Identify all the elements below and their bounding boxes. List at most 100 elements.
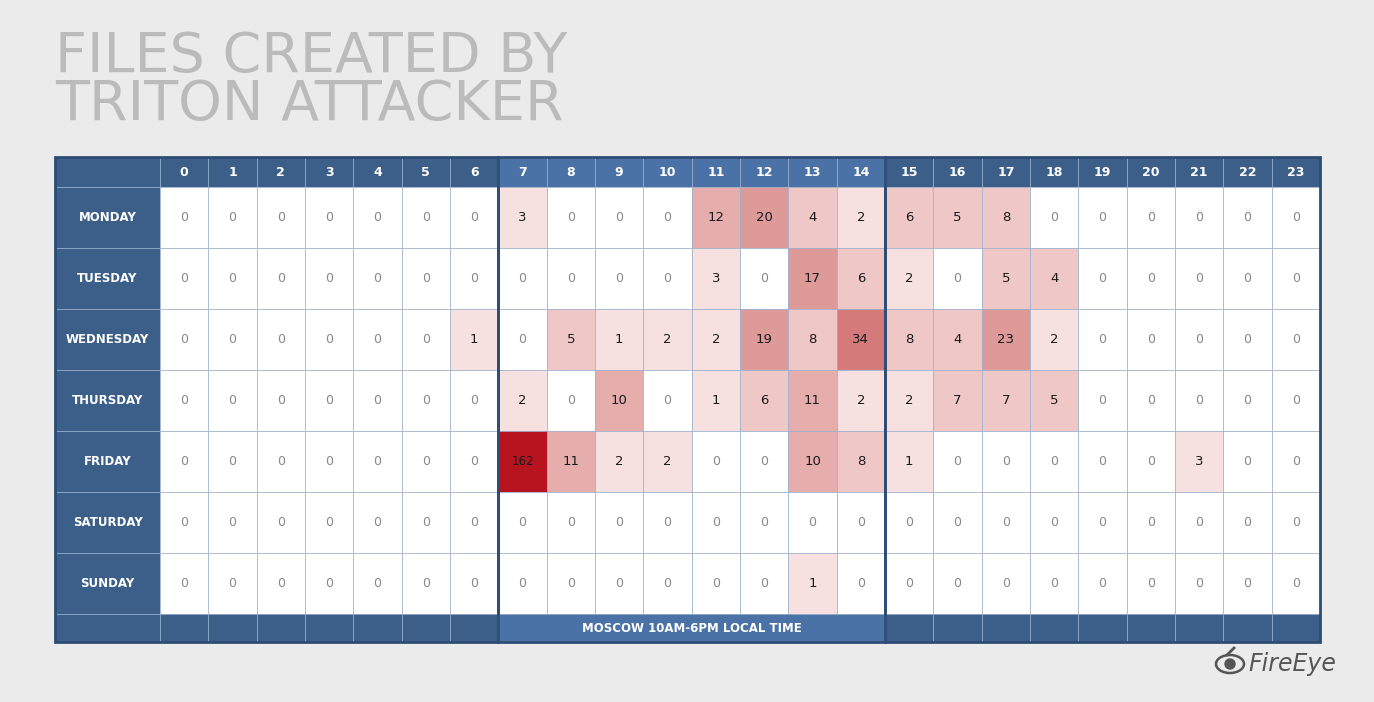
Bar <box>1272 614 1320 642</box>
Text: 0: 0 <box>422 577 430 590</box>
Bar <box>499 553 547 614</box>
Bar <box>1272 553 1320 614</box>
Bar <box>933 187 981 248</box>
Text: 0: 0 <box>664 577 672 590</box>
Text: 0: 0 <box>664 516 672 529</box>
Text: 0: 0 <box>228 211 236 224</box>
Bar <box>499 187 547 248</box>
Text: 1: 1 <box>712 394 720 407</box>
Bar <box>451 248 499 309</box>
Bar <box>159 248 209 309</box>
Text: 0: 0 <box>326 333 333 346</box>
Bar <box>55 248 159 309</box>
Bar <box>209 553 257 614</box>
Bar <box>257 614 305 642</box>
Text: 0: 0 <box>1243 455 1252 468</box>
Bar <box>305 370 353 431</box>
Bar <box>257 187 305 248</box>
Text: 0: 0 <box>760 516 768 529</box>
Text: 4: 4 <box>374 166 382 178</box>
Text: 3: 3 <box>518 211 526 224</box>
Bar <box>55 157 159 187</box>
Text: 0: 0 <box>760 272 768 285</box>
Bar <box>789 248 837 309</box>
Text: 0: 0 <box>1292 394 1300 407</box>
Text: 2: 2 <box>276 166 286 178</box>
Bar <box>1223 309 1272 370</box>
Bar <box>981 431 1030 492</box>
Text: 10: 10 <box>804 455 820 468</box>
Bar <box>837 157 885 187</box>
Bar <box>1223 553 1272 614</box>
Bar <box>595 492 643 553</box>
Text: 1: 1 <box>808 577 816 590</box>
Bar <box>741 309 789 370</box>
Bar <box>643 492 691 553</box>
Bar <box>1030 492 1079 553</box>
Bar <box>691 309 741 370</box>
Bar <box>1175 309 1223 370</box>
Bar <box>885 248 933 309</box>
Bar <box>981 553 1030 614</box>
Text: 0: 0 <box>228 394 236 407</box>
Bar <box>547 187 595 248</box>
Text: 6: 6 <box>905 211 914 224</box>
Bar <box>55 157 1320 642</box>
Bar <box>741 187 789 248</box>
Text: 0: 0 <box>1195 211 1204 224</box>
Text: 1: 1 <box>616 333 624 346</box>
Bar <box>401 370 451 431</box>
Text: 0: 0 <box>1243 577 1252 590</box>
Bar <box>741 431 789 492</box>
Bar <box>643 370 691 431</box>
Text: 0: 0 <box>1195 516 1204 529</box>
Bar <box>257 157 305 187</box>
Text: 2: 2 <box>712 333 720 346</box>
Bar <box>451 187 499 248</box>
Bar <box>159 614 209 642</box>
Text: 6: 6 <box>470 166 478 178</box>
Bar <box>353 187 401 248</box>
Bar <box>691 187 741 248</box>
Text: 0: 0 <box>1050 211 1058 224</box>
Text: 2: 2 <box>518 394 526 407</box>
Text: 13: 13 <box>804 166 822 178</box>
Text: 34: 34 <box>852 333 870 346</box>
Bar <box>885 431 933 492</box>
Bar <box>1272 309 1320 370</box>
Bar <box>401 157 451 187</box>
Bar <box>401 248 451 309</box>
Bar <box>1272 370 1320 431</box>
Text: 0: 0 <box>616 516 624 529</box>
Text: 4: 4 <box>808 211 816 224</box>
Bar <box>209 431 257 492</box>
Bar <box>1030 248 1079 309</box>
Bar <box>1030 309 1079 370</box>
Bar <box>1175 157 1223 187</box>
Bar <box>1079 553 1127 614</box>
Bar <box>55 614 159 642</box>
Text: 0: 0 <box>422 394 430 407</box>
Bar <box>837 248 885 309</box>
Bar <box>547 157 595 187</box>
Bar <box>1079 248 1127 309</box>
Text: 0: 0 <box>905 516 914 529</box>
Text: 20: 20 <box>1142 166 1160 178</box>
Text: THURSDAY: THURSDAY <box>71 394 143 407</box>
Bar <box>643 248 691 309</box>
Bar <box>741 370 789 431</box>
Text: 0: 0 <box>1147 272 1154 285</box>
Bar <box>981 248 1030 309</box>
Bar <box>741 492 789 553</box>
Bar <box>933 248 981 309</box>
Bar <box>1272 187 1320 248</box>
Text: 12: 12 <box>756 166 774 178</box>
Bar <box>547 309 595 370</box>
Bar <box>55 431 159 492</box>
Text: 7: 7 <box>518 166 526 178</box>
Text: 0: 0 <box>326 272 333 285</box>
Text: 0: 0 <box>1292 455 1300 468</box>
Text: 0: 0 <box>567 272 574 285</box>
Bar <box>209 157 257 187</box>
Text: 0: 0 <box>808 516 816 529</box>
